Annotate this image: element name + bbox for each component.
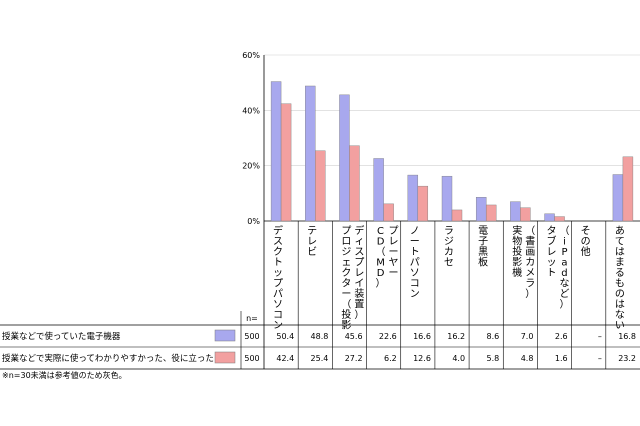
data-label: 23.2 xyxy=(618,354,636,363)
category-label: 実物投影機 xyxy=(512,224,522,279)
data-label: 50.4 xyxy=(276,332,294,341)
bar-helpful xyxy=(520,207,531,222)
category-label: 電子黒板 xyxy=(478,225,488,269)
bar-helpful xyxy=(622,156,634,222)
data-label: 45.6 xyxy=(345,332,363,341)
category-label: タブレット xyxy=(546,225,556,279)
bar-used xyxy=(339,94,350,222)
y-tick-label: 60% xyxy=(242,51,260,60)
bar-helpful xyxy=(315,150,326,222)
bar-used xyxy=(407,174,419,222)
bar-helpful xyxy=(554,216,565,222)
data-label: 16.2 xyxy=(447,332,465,341)
y-tick-label: 40% xyxy=(242,106,260,115)
category-label: （書画カメラ） xyxy=(525,225,535,300)
category-label: ラジカセ xyxy=(444,225,454,269)
data-label: 2.6 xyxy=(555,332,568,341)
data-label: 5.8 xyxy=(487,354,500,363)
data-label: 16.8 xyxy=(618,332,636,341)
bar-used xyxy=(373,158,384,222)
n-header: n= xyxy=(246,314,258,323)
category-label: C D （M D） xyxy=(376,226,386,290)
category-label: デスクトップパソコン xyxy=(273,224,283,332)
category-label: あてはまるものはない xyxy=(615,225,625,332)
bar-helpful xyxy=(349,145,360,222)
data-label: 7.0 xyxy=(521,332,534,341)
bar-used xyxy=(270,81,282,222)
data-label: 48.8 xyxy=(311,332,329,341)
data-label: 12.6 xyxy=(413,354,431,363)
y-tick-label: 0% xyxy=(247,217,260,226)
bar-used xyxy=(475,197,487,222)
series-label: 授業などで実際に使ってわかりやすかった、役に立った xyxy=(2,353,214,364)
data-label: 4.0 xyxy=(452,354,465,363)
n-value: 500 xyxy=(244,354,259,363)
category-label: ノートパソコン xyxy=(410,226,420,300)
bar-used xyxy=(305,85,316,222)
category-label: プロジェクター（投影 xyxy=(341,225,351,332)
legend-swatch xyxy=(214,351,236,364)
data-label: – xyxy=(598,332,602,341)
bar-used xyxy=(612,174,624,222)
category-label: ディスプレイ装置） xyxy=(354,224,364,321)
legend-swatch xyxy=(214,329,236,342)
bar-helpful xyxy=(451,209,463,222)
bar-helpful xyxy=(417,185,429,222)
bar-helpful xyxy=(485,204,497,222)
data-label: 42.4 xyxy=(276,354,294,363)
bar-helpful xyxy=(383,203,394,222)
y-tick-label: 20% xyxy=(242,162,260,171)
bar-used xyxy=(441,175,453,222)
data-label: 6.2 xyxy=(384,354,397,363)
data-label: 1.6 xyxy=(555,354,568,363)
footnote: ※n=30未満は参考値のため灰色。 xyxy=(2,370,127,380)
data-label: – xyxy=(598,354,602,363)
data-label: 22.6 xyxy=(379,332,397,341)
data-label: 25.4 xyxy=(311,354,329,363)
bar-helpful xyxy=(280,103,292,222)
data-label: 8.6 xyxy=(487,332,500,341)
category-label: プレーヤー xyxy=(389,225,399,279)
category-label: テレビ xyxy=(307,226,317,258)
data-label: 16.6 xyxy=(413,332,431,341)
bar-used xyxy=(544,213,555,222)
series-label: 授業などで使っていた電子機器 xyxy=(2,331,121,342)
data-label: 27.2 xyxy=(345,354,363,363)
category-label: その他 xyxy=(581,225,591,258)
n-value: 500 xyxy=(244,332,259,341)
data-label: 4.8 xyxy=(521,354,534,363)
bar-used xyxy=(510,201,521,222)
